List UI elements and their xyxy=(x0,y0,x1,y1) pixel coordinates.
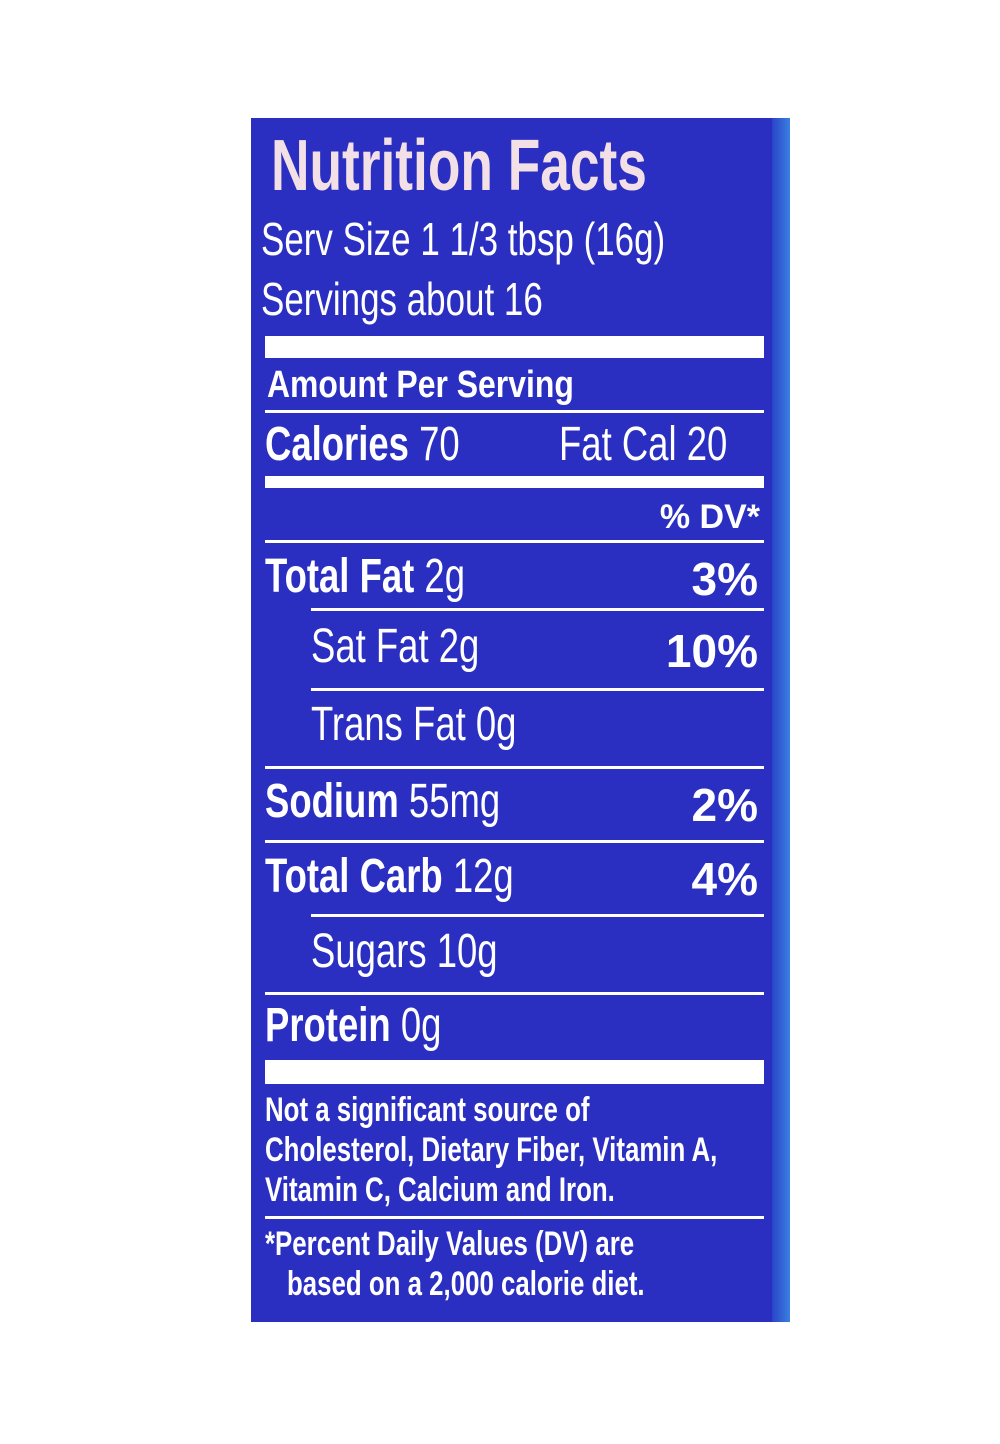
servings-per-container: Servings about 16 xyxy=(261,273,543,325)
nutrition-facts-label: Nutrition Facts Serv Size 1 1/3 tbsp (16… xyxy=(251,118,790,1322)
serving-size: Serv Size 1 1/3 tbsp (16g) xyxy=(261,213,666,265)
divider-calories xyxy=(265,410,764,413)
dv-note-line: *Percent Daily Values (DV) are xyxy=(265,1225,635,1263)
calories-value: 70 xyxy=(419,418,460,471)
divider-total-fat xyxy=(265,540,764,543)
footnote-line: Vitamin C, Calcium and Iron. xyxy=(265,1171,615,1209)
nutrient-row-sugars: Sugars 10g xyxy=(311,925,498,978)
divider-trans-fat xyxy=(311,688,764,691)
divider-protein xyxy=(265,992,764,995)
nutrient-row-total-carb: Total Carb 12g xyxy=(265,850,514,903)
dv-total-fat: 3% xyxy=(691,553,758,605)
medium-divider xyxy=(265,476,764,488)
nutrient-row-trans-fat: Trans Fat 0g xyxy=(311,698,517,751)
nutrient-row-protein: Protein 0g xyxy=(265,999,442,1052)
calories-label: Calories xyxy=(265,418,409,471)
divider-sugars xyxy=(311,914,764,917)
calories-row: Calories 70 xyxy=(265,421,521,469)
nutrient-row-sat-fat: Sat Fat 2g xyxy=(311,620,480,673)
label-title: Nutrition Facts xyxy=(271,126,647,206)
fat-calories: Fat Cal 20 xyxy=(559,418,728,471)
nutrient-row-sodium: Sodium 55mg xyxy=(265,775,501,828)
divider-dv-note xyxy=(265,1216,764,1219)
thick-divider-top xyxy=(265,336,764,358)
label-edge-highlight xyxy=(772,118,790,1322)
dv-sat-fat: 10% xyxy=(665,625,758,677)
divider-sat-fat xyxy=(311,608,764,611)
nutrient-row-total-fat: Total Fat 2g xyxy=(265,550,466,603)
daily-value-header: % DV* xyxy=(659,498,760,536)
footnote-line: Cholesterol, Dietary Fiber, Vitamin A, xyxy=(265,1131,718,1169)
amount-per-serving: Amount Per Serving xyxy=(267,364,574,406)
divider-total-carb xyxy=(265,840,764,843)
dv-total-carb: 4% xyxy=(691,853,758,905)
divider-sodium xyxy=(265,766,764,769)
dv-note-line: based on a 2,000 calorie diet. xyxy=(287,1265,645,1303)
dv-sodium: 2% xyxy=(691,779,758,831)
thick-divider-bottom xyxy=(265,1060,764,1084)
footnote-line: Not a significant source of xyxy=(265,1091,590,1129)
